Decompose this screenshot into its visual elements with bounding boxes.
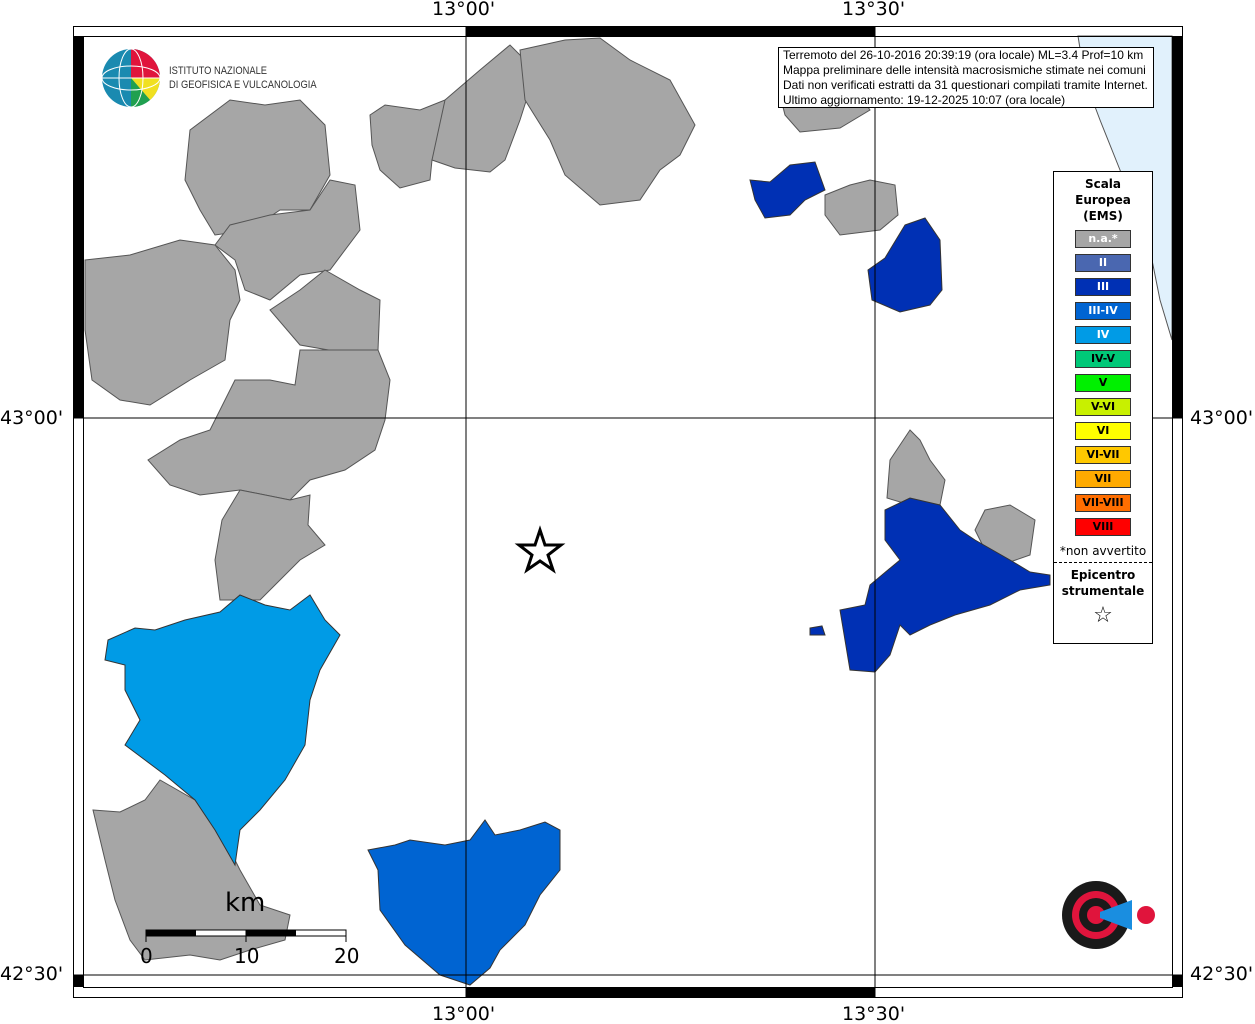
municipality-na[interactable]: [147, 349, 391, 501]
graticule: [73, 26, 1182, 997]
bottom-lon-label: 13°00': [432, 1003, 496, 1024]
ingv-line2: DI GEOFISICA E VULCANOLOGIA: [169, 79, 317, 91]
scale-tick-label: 20: [334, 944, 360, 968]
ingv-line1: ISTITUTO NAZIONALE: [169, 65, 268, 77]
municipality-na[interactable]: [84, 239, 241, 406]
epicenter-label-line: Epicentro: [1070, 568, 1136, 582]
legend-swatch-iv: IV: [1075, 326, 1131, 344]
right-lat-label: 43°00': [1190, 407, 1254, 429]
legend-swatch-iii: III: [1075, 278, 1131, 296]
legend-swatch-iv-v: IV-V: [1075, 350, 1131, 368]
municipality-na[interactable]: [214, 489, 326, 601]
municipality-na[interactable]: [431, 44, 529, 173]
legend-swatch-v: V: [1075, 374, 1131, 392]
right-lat-label: 42°30': [1190, 963, 1254, 985]
municipality-III[interactable]: [867, 217, 943, 313]
info-line: Mappa preliminare delle intensità macros…: [783, 63, 1146, 77]
info-line: Terremoto del 26-10-2016 20:39:19 (ora l…: [783, 48, 1144, 62]
municipality-na[interactable]: [824, 179, 899, 236]
epicenter-legend-star-icon: ☆: [1093, 603, 1113, 628]
legend-title-line: (EMS): [1083, 209, 1123, 223]
legend-title: Scala Europea (EMS): [1054, 176, 1152, 224]
top-lon-label: 13°30': [842, 0, 906, 20]
epicenter-legend-label: Epicentro strumentale: [1054, 567, 1152, 599]
top-lon-label: 13°00': [432, 0, 496, 20]
municipality-na[interactable]: [92, 779, 291, 961]
left-lat-label: 42°30': [0, 963, 64, 985]
municipality-III-IV[interactable]: [367, 819, 561, 986]
scale-unit: km: [225, 888, 266, 918]
municipality-na[interactable]: [214, 179, 361, 301]
ingv-logo-text: ISTITUTO NAZIONALE DI GEOFISICA E VULCAN…: [169, 64, 317, 92]
legend-swatch-na: n.a.*: [1075, 230, 1131, 248]
region-group-na: [84, 37, 1036, 961]
hst-logo-icon: [1062, 881, 1155, 949]
epicenter-label-line: strumentale: [1061, 584, 1145, 598]
municipality-na[interactable]: [974, 504, 1036, 563]
legend-title-line: Scala: [1084, 177, 1122, 191]
municipality-na[interactable]: [519, 37, 696, 206]
municipality-III[interactable]: [749, 161, 826, 219]
municipality-III[interactable]: [809, 625, 826, 636]
legend-title-line: Europea: [1075, 193, 1131, 207]
legend-swatch-vii: VII: [1075, 470, 1131, 488]
legend-swatch-v-vi: V-VI: [1075, 398, 1131, 416]
legend-swatches: n.a.* II III III-IV IV IV-V V V-VI VI VI-VII VII VI…: [1054, 230, 1152, 536]
region-group-III: [749, 161, 1051, 673]
municipality-III[interactable]: [839, 497, 1051, 673]
info-box: Terremoto del 26-10-2016 20:39:19 (ora l…: [778, 47, 1154, 108]
ingv-logo-globe-icon: [101, 48, 161, 108]
scale-tick-label: 10: [234, 944, 260, 968]
scale-bar: [145, 929, 347, 942]
map-frame: [73, 26, 1183, 998]
municipality-IV[interactable]: [104, 594, 341, 867]
bottom-lon-label: 13°30': [842, 1003, 906, 1024]
legend-swatch-ii: II: [1075, 254, 1131, 272]
epicenter-star-icon[interactable]: [514, 525, 566, 574]
info-line: Ultimo aggiornamento: 19-12-2025 10:07 (…: [783, 93, 1066, 107]
scale-tick-label: 0: [140, 944, 153, 968]
legend: Scala Europea (EMS) n.a.* II III III-IV IV IV…: [1053, 171, 1153, 644]
legend-swatch-vi-vii: VI-VII: [1075, 446, 1131, 464]
legend-swatch-vii-viii: VII-VIII: [1075, 494, 1131, 512]
left-lat-label: 43°00': [0, 407, 64, 429]
municipality-na[interactable]: [886, 429, 946, 506]
legend-swatch-vi: VI: [1075, 422, 1131, 440]
legend-swatch-iii-iv: III-IV: [1075, 302, 1131, 320]
legend-swatch-viii: VIII: [1075, 518, 1131, 536]
municipality-na[interactable]: [369, 99, 446, 189]
legend-divider: [1054, 562, 1152, 563]
info-line: Dati non verificati estratti da 31 quest…: [783, 78, 1148, 92]
legend-note: *non avvertito: [1059, 544, 1147, 558]
